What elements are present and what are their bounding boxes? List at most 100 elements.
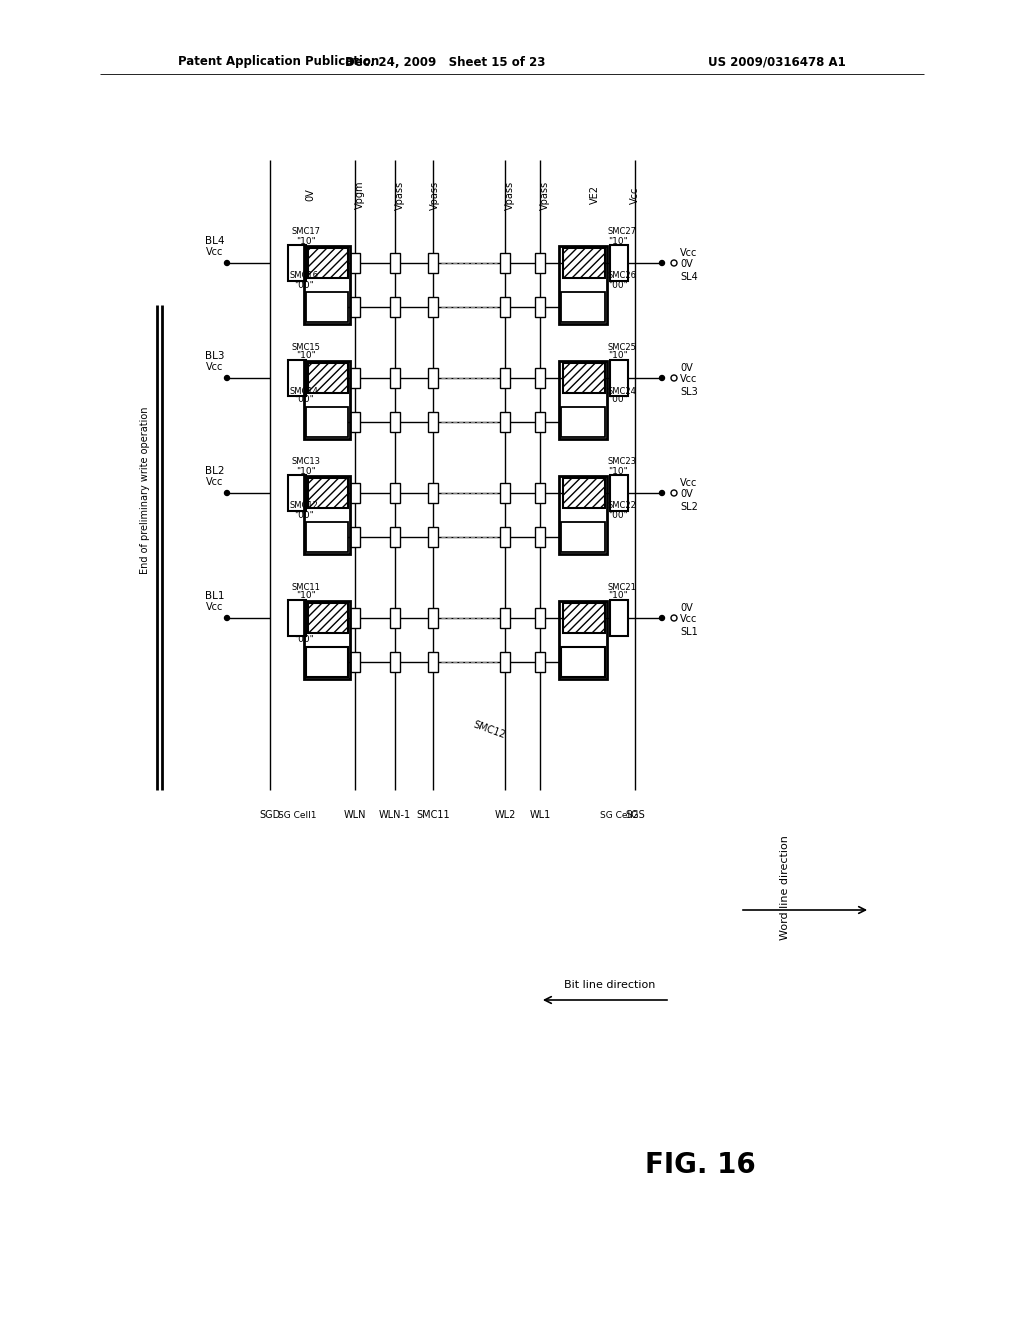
Bar <box>308 248 348 279</box>
Text: Vcc: Vcc <box>206 477 223 487</box>
Text: SMC16: SMC16 <box>290 272 318 281</box>
Text: SMC14: SMC14 <box>290 387 318 396</box>
Bar <box>350 253 360 273</box>
Text: SL1: SL1 <box>680 627 697 638</box>
Text: SMC24: SMC24 <box>608 387 637 396</box>
Text: SMC23: SMC23 <box>608 458 637 466</box>
Text: 0V: 0V <box>680 603 693 612</box>
Bar <box>500 527 510 546</box>
Text: "00": "00" <box>294 396 314 404</box>
Text: SL4: SL4 <box>680 272 697 282</box>
Text: WL1: WL1 <box>529 810 551 820</box>
Text: FIG. 16: FIG. 16 <box>645 1151 756 1179</box>
Bar <box>308 478 348 508</box>
Text: "10": "10" <box>296 351 315 360</box>
Bar <box>535 527 545 546</box>
Circle shape <box>659 615 665 620</box>
Text: SMC13: SMC13 <box>292 458 321 466</box>
Bar <box>304 477 350 554</box>
Bar <box>610 601 628 636</box>
Bar <box>428 368 438 388</box>
Bar <box>610 246 628 281</box>
Text: 0V: 0V <box>680 259 693 269</box>
Bar <box>306 521 348 552</box>
Bar <box>610 475 628 511</box>
Text: Vcc: Vcc <box>630 186 640 203</box>
Text: "00": "00" <box>608 396 628 404</box>
Text: End of preliminary write operation: End of preliminary write operation <box>140 407 150 574</box>
Bar <box>304 246 350 323</box>
Bar <box>350 652 360 672</box>
Bar <box>390 609 400 628</box>
Bar <box>350 368 360 388</box>
Bar <box>500 412 510 432</box>
Circle shape <box>224 260 229 265</box>
Bar <box>390 253 400 273</box>
Bar <box>308 603 348 634</box>
Text: VE2: VE2 <box>590 186 600 205</box>
Text: "00": "00" <box>294 511 314 520</box>
Bar <box>563 478 605 508</box>
Circle shape <box>224 375 229 380</box>
Bar <box>428 527 438 546</box>
Bar <box>500 253 510 273</box>
Text: 0V: 0V <box>680 488 693 499</box>
Text: "10": "10" <box>296 236 315 246</box>
Bar <box>563 248 605 279</box>
Text: SGD: SGD <box>259 810 281 820</box>
Text: Vcc: Vcc <box>680 614 697 624</box>
Bar <box>390 297 400 317</box>
Text: SG Cell1: SG Cell1 <box>278 810 316 820</box>
Text: SMC26: SMC26 <box>608 272 637 281</box>
Text: SL3: SL3 <box>680 387 697 397</box>
Bar <box>390 412 400 432</box>
Text: SMC12: SMC12 <box>472 719 507 741</box>
Text: SMC27: SMC27 <box>608 227 637 236</box>
Bar <box>535 368 545 388</box>
Text: Vcc: Vcc <box>206 362 223 372</box>
Text: SMC17: SMC17 <box>292 227 321 236</box>
Text: Vcc: Vcc <box>206 247 223 257</box>
Circle shape <box>224 615 229 620</box>
Text: SMC22: SMC22 <box>608 502 637 511</box>
Bar <box>288 246 306 281</box>
Bar <box>559 246 607 323</box>
Text: Vcc: Vcc <box>680 248 697 257</box>
Text: "10": "10" <box>608 466 628 475</box>
Text: Patent Application Publication: Patent Application Publication <box>178 55 379 69</box>
Text: SMC12: SMC12 <box>290 502 318 511</box>
Text: Bit line direction: Bit line direction <box>564 979 655 990</box>
Bar <box>350 412 360 432</box>
Text: "00": "00" <box>608 511 628 520</box>
Bar <box>308 363 348 393</box>
Text: SL2: SL2 <box>680 502 698 512</box>
Text: Vcc: Vcc <box>680 374 697 384</box>
Bar <box>563 363 605 393</box>
Bar <box>350 297 360 317</box>
Text: Word line direction: Word line direction <box>780 836 790 940</box>
Text: SMC11: SMC11 <box>292 582 321 591</box>
Bar <box>428 297 438 317</box>
Text: "00": "00" <box>608 281 628 289</box>
Bar <box>428 483 438 503</box>
Text: SMC21: SMC21 <box>608 582 637 591</box>
Text: BL3: BL3 <box>205 351 224 360</box>
Bar <box>428 652 438 672</box>
Bar <box>535 652 545 672</box>
Bar <box>288 360 306 396</box>
Bar <box>535 609 545 628</box>
Bar <box>500 652 510 672</box>
Bar <box>500 483 510 503</box>
Bar <box>306 647 348 677</box>
Text: SG Cell2: SG Cell2 <box>600 810 638 820</box>
Bar <box>350 527 360 546</box>
Text: 0V: 0V <box>680 363 693 374</box>
Text: Vpass: Vpass <box>430 181 440 210</box>
Bar <box>563 603 605 634</box>
Text: "10": "10" <box>608 351 628 360</box>
Circle shape <box>224 491 229 495</box>
Text: WLN: WLN <box>344 810 367 820</box>
Text: SMC25: SMC25 <box>608 342 637 351</box>
Text: "10": "10" <box>296 591 315 601</box>
Text: BL1: BL1 <box>205 591 224 601</box>
